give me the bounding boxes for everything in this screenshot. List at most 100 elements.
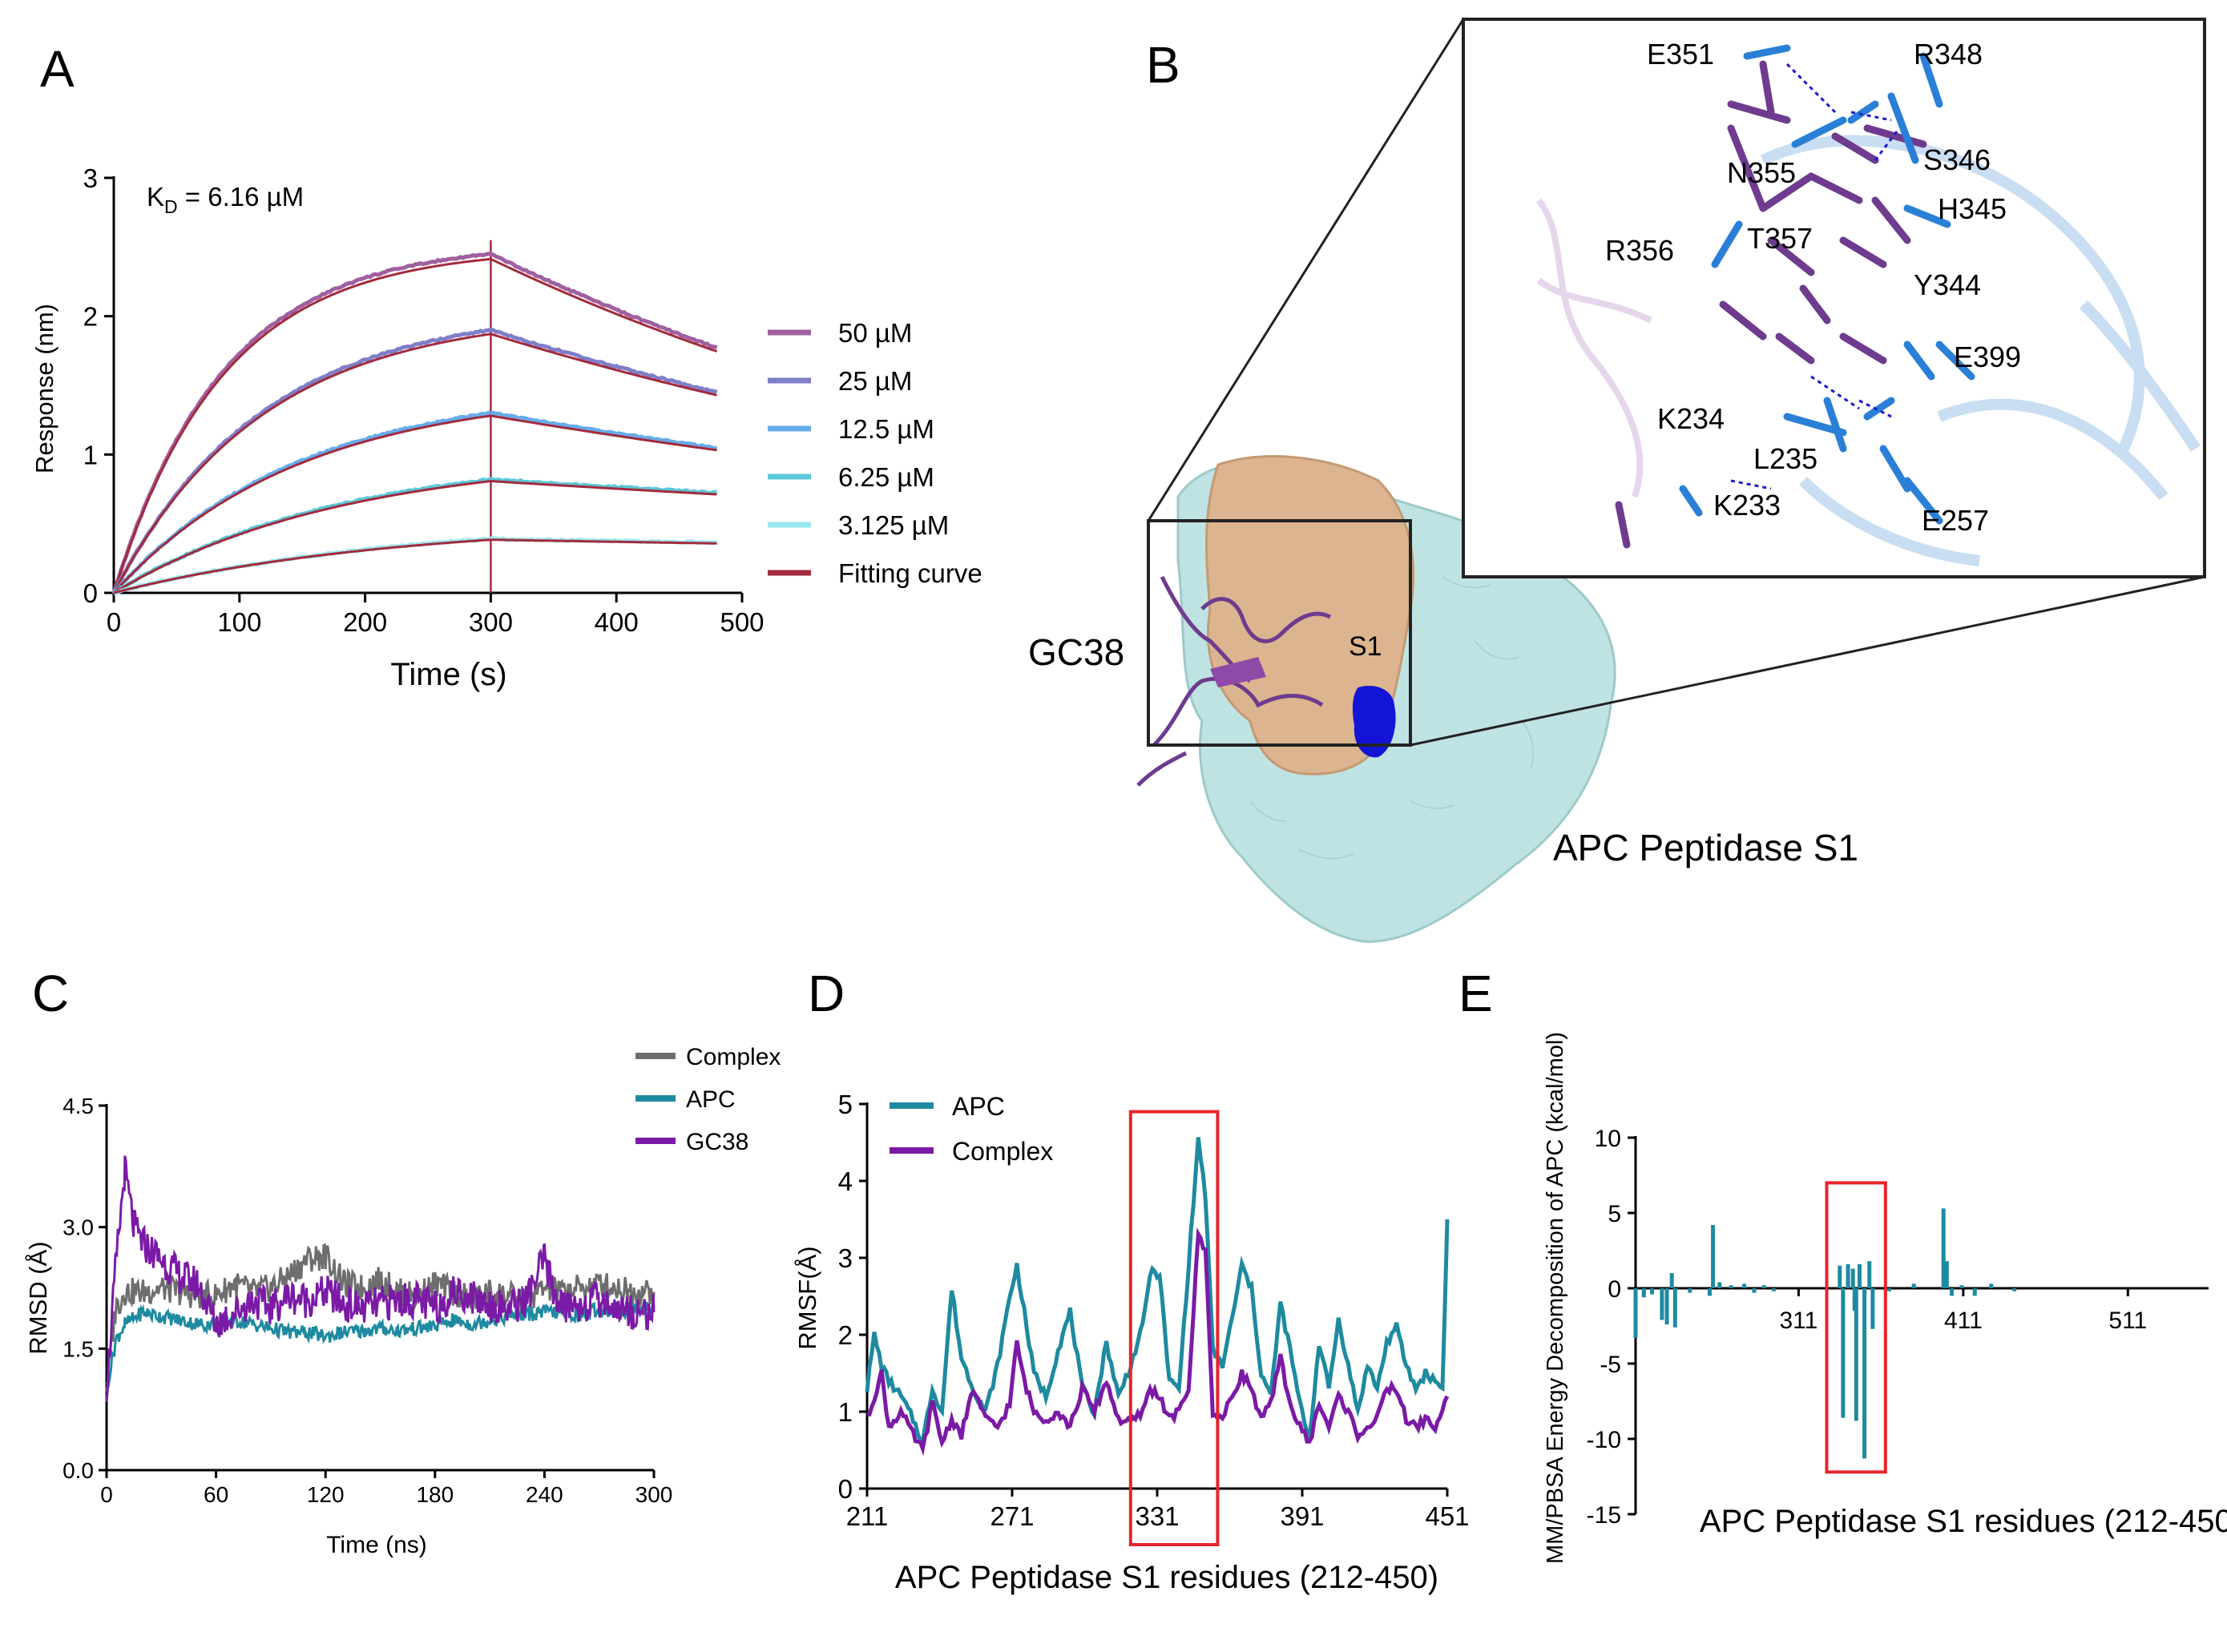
residue-label: K234 xyxy=(1657,402,1725,435)
chart-c-legend-label: Complex xyxy=(686,1044,781,1070)
chart-a-legend-label: Fitting curve xyxy=(838,558,982,588)
inset-frame xyxy=(1462,18,2206,578)
residue-stick xyxy=(1799,284,1831,324)
chart-a-series-line xyxy=(112,477,717,595)
chart-e-bar xyxy=(1717,1282,1722,1288)
chart-c-legend-label: APC xyxy=(686,1086,736,1113)
kd-annotation: KD = 6.16 µM xyxy=(147,182,304,217)
residue-stick xyxy=(1839,236,1887,268)
chart-e-x-tick-label: 411 xyxy=(1944,1307,1983,1334)
chart-a-fit-line xyxy=(113,538,717,594)
chart-c-ylabel: RMSD (Å) xyxy=(24,1241,52,1354)
chart-a-x-tick-label: 100 xyxy=(217,607,261,637)
residue-stick xyxy=(1919,52,1943,108)
chart-d-x-tick-label: 331 xyxy=(1135,1501,1179,1531)
chart-e-x-tick-label: 311 xyxy=(1779,1307,1818,1334)
hydrogen-bond xyxy=(1858,399,1892,418)
zoom-region-box xyxy=(1147,519,1412,747)
chart-a-series-line xyxy=(111,252,718,594)
chart-e-y-tick-label: -10 xyxy=(1587,1427,1621,1453)
panel-label-c: C xyxy=(32,965,69,1022)
zoom-connector-top xyxy=(1147,18,1465,522)
chart-e-highlight-box xyxy=(1825,1181,1887,1474)
chart-a-x-tick-label: 200 xyxy=(343,607,387,637)
residue-stick xyxy=(1847,100,1879,124)
chart-e-bar xyxy=(1633,1288,1638,1339)
chart-e-bar xyxy=(1742,1283,1747,1288)
inset-peptide-ribbons xyxy=(1535,198,1652,498)
chart-c-y-tick-label: 1.5 xyxy=(63,1336,94,1361)
chart-e-y-tick-label: 5 xyxy=(1608,1201,1621,1227)
residue-stick xyxy=(1863,124,1927,148)
panel-e: E 311 411 511 -15 -10 -5 0 5 10 APC Peptidase S1… xyxy=(1458,965,2227,1564)
chart-c-xlabel: Time (ns) xyxy=(326,1532,427,1558)
surface-texture xyxy=(1249,576,1535,860)
chart-e-bar xyxy=(1772,1288,1777,1291)
residue-labels: E351 R348 N355 S346 H345 T357 R356 Y344 E399 K234… xyxy=(1605,38,2021,537)
residue-stick xyxy=(1727,100,1791,124)
chart-d-x-tick-label: 271 xyxy=(990,1501,1034,1531)
panel-b: B GC38 S1 APC Peptidase S1 xyxy=(1028,18,2206,943)
residue-label: N355 xyxy=(1727,156,1796,189)
chart-d-y-tick-label: 1 xyxy=(838,1397,853,1427)
chart-e-bar xyxy=(1752,1288,1757,1293)
residue-label: Y344 xyxy=(1914,268,1981,301)
chart-e-bar xyxy=(1650,1288,1655,1295)
hydrogen-bond xyxy=(1850,111,1892,122)
chart-e-bar xyxy=(1911,1283,1916,1288)
chart-d-series-line xyxy=(865,1137,1450,1444)
panel-d: D 211 271 331 391 451 0 1 2 3 4 5 APC Peptidase S1… xyxy=(793,965,1470,1595)
residue-label: T357 xyxy=(1747,222,1813,255)
chart-a-legend-label: 25 µM xyxy=(838,366,912,396)
residue-stick xyxy=(1727,124,1767,212)
chart-e-axes: 311 411 511 -15 -10 -5 0 5 10 xyxy=(1587,1126,2209,1529)
chart-a-y-tick-label: 3 xyxy=(83,163,98,193)
chart-c-x-tick-label: 300 xyxy=(635,1482,673,1507)
chart-e-bar xyxy=(1870,1288,1875,1329)
chart-e-y-tick-label: -5 xyxy=(1600,1352,1621,1378)
chart-a-fit-line xyxy=(112,414,717,594)
panel-label-a: A xyxy=(40,40,75,98)
chart-e-y-tick-label: 10 xyxy=(1595,1126,1621,1152)
chart-a-plot xyxy=(111,240,718,596)
chart-e-bar xyxy=(1972,1288,1977,1296)
residue-stick xyxy=(1775,332,1815,365)
chart-d-xlabel: APC Peptidase S1 residues (212-450) xyxy=(895,1560,1438,1595)
chart-e-bar xyxy=(1688,1288,1692,1293)
chart-a-fit-line xyxy=(112,332,717,594)
residue-stick xyxy=(1903,340,1935,381)
chart-e-x-tick-label: 511 xyxy=(2108,1307,2147,1334)
chart-d-y-tick-label: 3 xyxy=(838,1243,853,1273)
residue-label: E399 xyxy=(1954,340,2021,373)
chart-c-x-tick-label: 0 xyxy=(100,1482,113,1507)
chart-d-x-tick-label: 391 xyxy=(1280,1501,1324,1531)
chart-e-plot xyxy=(1633,1181,2017,1474)
chart-c-y-tick-label: 0.0 xyxy=(63,1458,94,1483)
chart-c-x-tick-label: 120 xyxy=(307,1482,345,1507)
chart-a-axes: 0 100 200 300 400 500 0 1 2 3 xyxy=(83,163,765,637)
residue-label: K233 xyxy=(1713,489,1781,522)
chart-d-y-tick-label: 5 xyxy=(838,1090,853,1119)
chart-d-y-tick-label: 4 xyxy=(838,1166,853,1196)
residue-stick xyxy=(1879,445,1911,493)
gc38-strand xyxy=(1210,657,1266,687)
chart-d-legend: APC Complex xyxy=(890,1092,1053,1166)
chart-a-series-line xyxy=(111,327,718,595)
chart-e-bar xyxy=(1989,1283,1994,1288)
chart-a-y-tick-label: 2 xyxy=(83,302,98,332)
residue-stick xyxy=(1719,300,1767,340)
residue-label: E257 xyxy=(1922,504,1989,537)
panel-label-d: D xyxy=(808,965,845,1022)
residue-label: L235 xyxy=(1753,442,1818,475)
residue-stick xyxy=(1863,397,1895,421)
chart-e-bar xyxy=(1846,1263,1850,1288)
chart-d-highlight-box xyxy=(1128,1110,1220,1546)
chart-e-y-tick-label: -15 xyxy=(1587,1502,1621,1529)
chart-d-legend-label: APC xyxy=(952,1092,1005,1121)
residue-stick xyxy=(1871,196,1911,244)
chart-e-ylabel: MM/PBSA Energy Decomposition of APC (kca… xyxy=(1543,1032,1568,1564)
chart-a-legend-label: 3.125 µM xyxy=(838,510,949,540)
chart-e-bar xyxy=(1707,1288,1712,1296)
